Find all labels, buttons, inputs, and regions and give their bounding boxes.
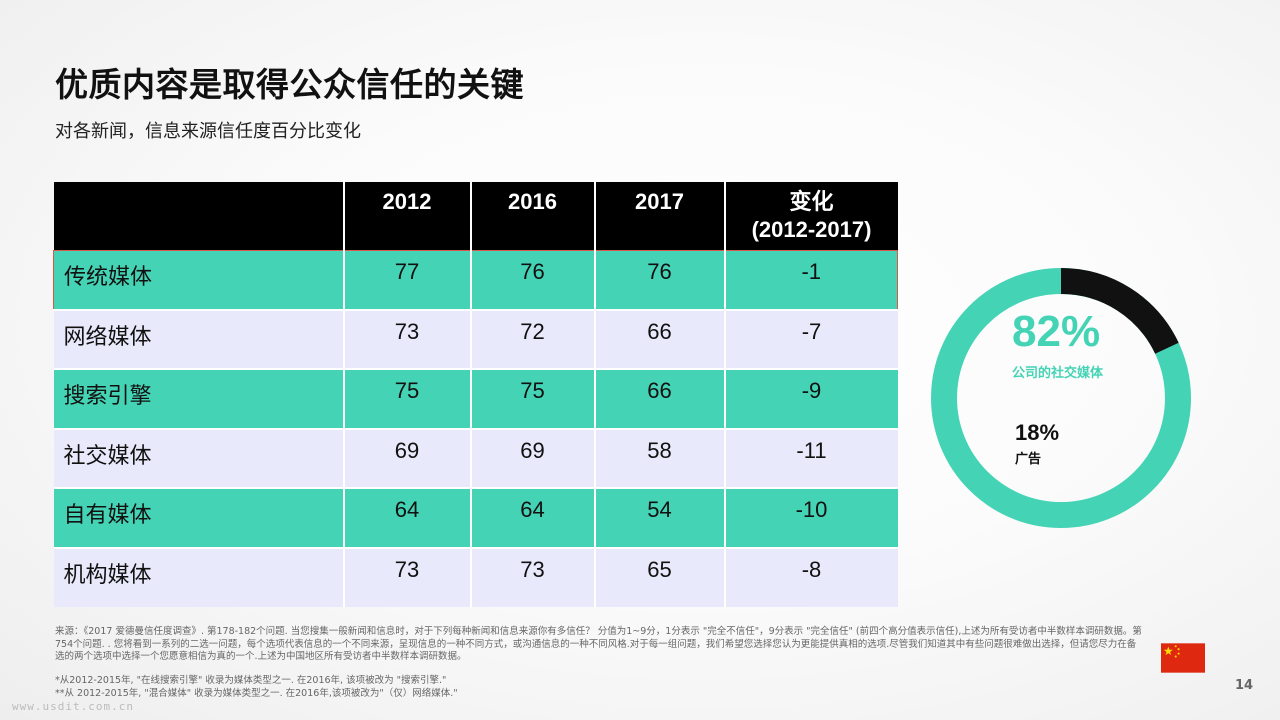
footnote-2: **从 2012-2015年, "混合媒体" 收录为媒体类型之一. 在2016年… [55, 688, 458, 699]
page-number: 14 [1235, 678, 1254, 693]
page-title: 优质内容是取得公众信任的关键 [55, 65, 524, 104]
cell-change: -8 [724, 546, 898, 607]
row-label: 搜索引擎 [53, 368, 345, 429]
watermark: www.usdit.com.cn [12, 700, 134, 713]
donut-segment-second [931, 268, 1191, 528]
row-label: 机构媒体 [53, 546, 345, 607]
header-change: 变化 (2012-2017) [724, 182, 898, 250]
header-2012: 2012 [343, 182, 472, 250]
cell-2016: 72 [470, 308, 596, 369]
header-2017: 2017 [594, 182, 726, 250]
cell-2012: 77 [343, 249, 472, 310]
donut-second-value: 18% [1015, 420, 1060, 445]
cell-2016: 73 [470, 546, 596, 607]
cell-2016: 76 [470, 249, 596, 310]
cell-2016: 64 [470, 487, 596, 548]
table-row: 自有媒体 64 64 54 -10 [53, 487, 898, 548]
table-header-row: 2012 2016 2017 变化 (2012-2017) [53, 182, 898, 250]
donut-main-value: 82% [1012, 307, 1101, 356]
header-blank [53, 182, 345, 250]
cell-2017: 58 [594, 427, 726, 488]
cell-change: -9 [724, 368, 898, 429]
cell-change: -10 [724, 487, 898, 548]
footnote-1: *从2012-2015年, "在线搜索引擎" 收录为媒体类型之一. 在2016年… [55, 675, 447, 686]
cell-change: -1 [724, 249, 898, 310]
cell-2016: 69 [470, 427, 596, 488]
source-note: 来源：《2017 爱德曼信任度调查》. 第178-182个问题. 当您搜集一般新… [55, 626, 1142, 662]
row-label: 网络媒体 [53, 308, 345, 369]
row-label: 传统媒体 [53, 249, 345, 310]
cell-2012: 64 [343, 487, 472, 548]
table-row: 网络媒体 73 72 66 -7 [53, 308, 898, 369]
table-row: 机构媒体 73 73 65 -8 [53, 546, 898, 607]
china-flag-icon [1161, 643, 1205, 673]
cell-2017: 66 [594, 368, 726, 429]
header-2016: 2016 [470, 182, 596, 250]
trust-table: 2012 2016 2017 变化 (2012-2017) 传统媒体 77 76… [53, 182, 898, 607]
table-row: 传统媒体 77 76 76 -1 [53, 249, 898, 310]
table-row: 搜索引擎 75 75 66 -9 [53, 368, 898, 429]
row-label: 社交媒体 [53, 427, 345, 488]
donut-main-label: 公司的社交媒体 [1012, 366, 1104, 381]
donut-second-label: 广告 [1015, 452, 1042, 467]
cell-2012: 73 [343, 546, 472, 607]
cell-2016: 75 [470, 368, 596, 429]
page-subtitle: 对各新闻，信息来源信任度百分比变化 [55, 121, 361, 142]
cell-2017: 65 [594, 546, 726, 607]
cell-2017: 54 [594, 487, 726, 548]
cell-2012: 75 [343, 368, 472, 429]
cell-change: -11 [724, 427, 898, 488]
cell-2012: 73 [343, 308, 472, 369]
cell-change: -7 [724, 308, 898, 369]
cell-2017: 66 [594, 308, 726, 369]
cell-2017: 76 [594, 249, 726, 310]
donut-chart [931, 268, 1191, 528]
table-row: 社交媒体 69 69 58 -11 [53, 427, 898, 488]
cell-2012: 69 [343, 427, 472, 488]
row-label: 自有媒体 [53, 487, 345, 548]
